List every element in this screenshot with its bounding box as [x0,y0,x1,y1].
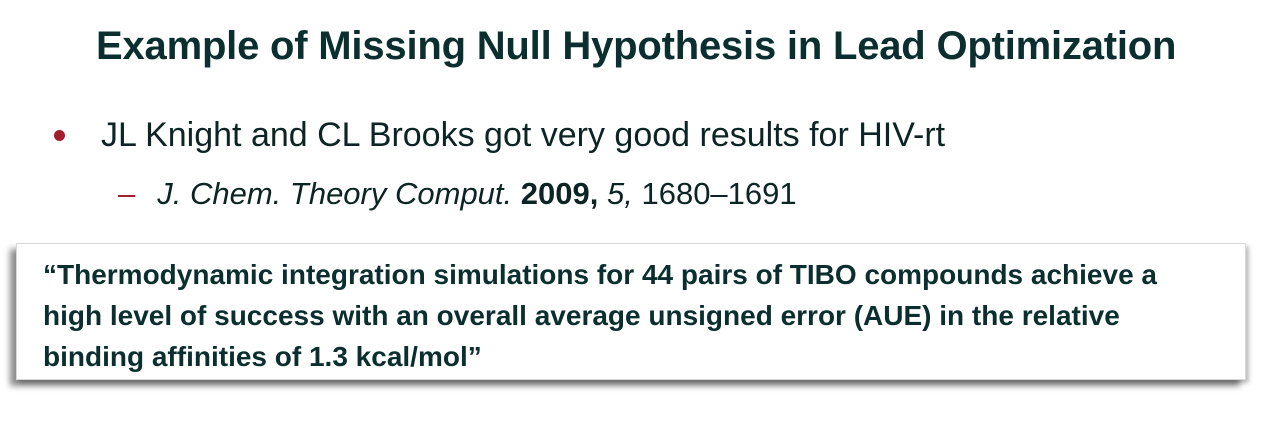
bullet-text: JL Knight and CL Brooks got very good re… [101,116,946,154]
quote-box: “Thermodynamic integration simulations f… [16,243,1246,380]
citation-journal: J. Chem. Theory Comput. [157,176,513,211]
citation-pages: 1680–1691 [641,176,797,211]
quote-text: “Thermodynamic integration simulations f… [43,259,1157,372]
bullet-item: JL Knight and CL Brooks got very good re… [54,116,945,155]
citation-volume: 5, [606,176,633,211]
sub-bullet-citation: – J. Chem. Theory Comput. 2009, 5, 1680–… [118,176,797,212]
slide-title: Example of Missing Null Hypothesis in Le… [96,24,1177,68]
citation-year: 2009, [520,176,599,211]
bullet-dot-icon [54,130,65,141]
sub-bullet-dash: – [118,176,136,211]
